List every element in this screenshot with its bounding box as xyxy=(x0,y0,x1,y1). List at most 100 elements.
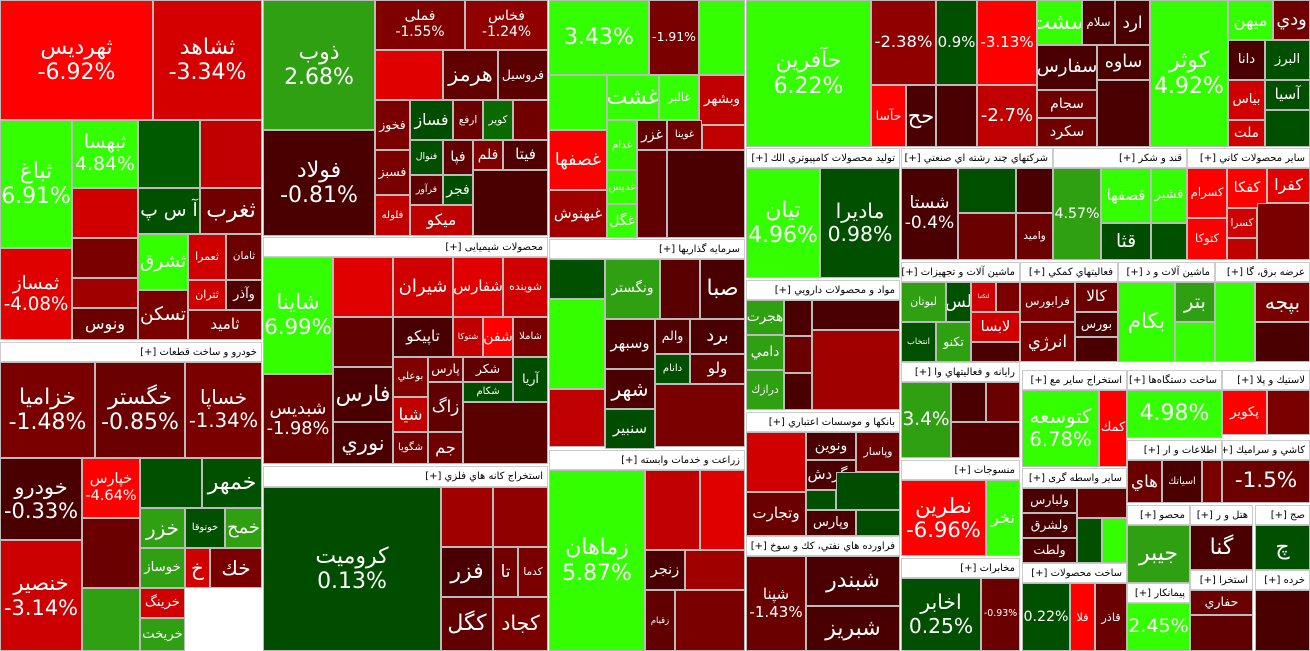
tile[interactable] xyxy=(675,590,745,651)
tile[interactable]: خك xyxy=(210,548,262,588)
tile[interactable]: انتخاب xyxy=(901,322,936,362)
tile[interactable] xyxy=(549,75,607,130)
tile[interactable] xyxy=(699,0,745,75)
tile[interactable] xyxy=(660,259,700,319)
tile[interactable]: خ xyxy=(185,548,210,588)
tile[interactable] xyxy=(1102,518,1127,563)
tile[interactable] xyxy=(655,384,745,447)
tile[interactable]: شوينده xyxy=(503,257,548,317)
tile[interactable] xyxy=(1016,168,1053,213)
tile[interactable]: كوير xyxy=(483,100,513,140)
tile[interactable]: سشت xyxy=(1037,0,1082,45)
tile[interactable] xyxy=(1255,590,1310,651)
tile[interactable]: ولو xyxy=(690,354,745,384)
tile[interactable]: 3.4% xyxy=(901,382,951,458)
tile[interactable]: پارس xyxy=(428,357,463,382)
sector-header[interactable]: ماشين آلات و د [+] xyxy=(1118,262,1215,282)
tile[interactable]: شستا -0.4% xyxy=(901,168,958,260)
tile[interactable]: نوري xyxy=(333,422,393,464)
tile[interactable] xyxy=(1255,322,1310,362)
sector-header[interactable]: هتل و ر [+] xyxy=(1190,505,1253,525)
tile[interactable]: غوينا xyxy=(667,120,702,150)
tile[interactable]: فخوز xyxy=(375,100,410,150)
sector-header[interactable]: استخراج ساير مع [+] xyxy=(1022,370,1127,390)
sector-header[interactable]: عرضه برق، گا [+] xyxy=(1215,262,1310,282)
tile[interactable]: ارد xyxy=(1115,0,1150,45)
tile[interactable]: سلام xyxy=(1082,0,1115,45)
tile[interactable]: جم xyxy=(428,432,463,464)
tile[interactable]: نخر xyxy=(986,480,1020,556)
tile[interactable]: سكرد xyxy=(1037,118,1097,147)
tile[interactable] xyxy=(746,432,806,492)
tile[interactable] xyxy=(549,259,605,299)
tile[interactable] xyxy=(951,382,986,422)
tile[interactable]: 2.45% xyxy=(1127,603,1190,651)
tile[interactable]: فرابورس xyxy=(1020,282,1075,322)
tile[interactable]: تاپيكو xyxy=(393,317,453,357)
tile[interactable]: شهر xyxy=(605,369,655,409)
tile[interactable]: كالا xyxy=(1075,282,1118,312)
tile[interactable]: ثبهسا 4.84% xyxy=(72,120,138,188)
tile[interactable]: ثعمرا xyxy=(188,234,226,280)
tile[interactable] xyxy=(140,458,202,508)
tile[interactable]: -1.5% xyxy=(1222,460,1310,503)
sector-header[interactable]: اطلاعات و ار [+] xyxy=(1127,440,1222,460)
tile[interactable]: كفرا xyxy=(1267,168,1310,203)
tile[interactable]: بورس xyxy=(1075,312,1118,337)
tile[interactable]: تكنو xyxy=(936,322,971,362)
tile[interactable]: تسكن xyxy=(138,290,188,340)
tile[interactable]: كتوسعه 6.78% xyxy=(1022,390,1099,467)
tile[interactable]: لبوتان xyxy=(901,282,946,322)
tile[interactable] xyxy=(72,188,138,238)
tile[interactable]: ثباغ 6.91% xyxy=(0,120,72,248)
tile[interactable]: ثمساز -4.08% xyxy=(0,248,72,340)
tile[interactable]: ثغرب xyxy=(200,188,262,234)
tile[interactable] xyxy=(82,588,140,651)
tile[interactable]: زماهان 5.87% xyxy=(549,470,645,651)
sector-header[interactable]: شركتهاي چند رشته اي صنعتي [+] xyxy=(901,148,1053,168)
tile[interactable]: شتوکا xyxy=(453,317,483,357)
tile[interactable]: بپجه xyxy=(1255,282,1310,322)
tile[interactable]: فخاس -1.24% xyxy=(465,0,548,50)
tile[interactable]: غصفها xyxy=(549,130,607,190)
tile[interactable]: 0.22% xyxy=(1022,583,1070,651)
tile[interactable]: قاذر xyxy=(1095,583,1127,651)
tile[interactable]: خوتوقا xyxy=(185,508,225,548)
tile[interactable]: ملت xyxy=(1228,120,1265,147)
tile[interactable] xyxy=(200,120,262,188)
tile[interactable] xyxy=(936,85,977,147)
tile[interactable]: زنجر xyxy=(645,550,685,590)
tile[interactable]: زاگ xyxy=(428,382,463,432)
sector-header[interactable]: محصولات شیمیایی [+] xyxy=(263,237,548,257)
tile[interactable]: وتجارت xyxy=(746,492,806,536)
tile[interactable] xyxy=(1175,322,1215,362)
tile[interactable] xyxy=(72,278,138,308)
tile[interactable] xyxy=(138,120,200,188)
tile[interactable]: 3.43% xyxy=(549,0,649,75)
tile[interactable]: فارس xyxy=(333,367,393,422)
tile[interactable]: حفاري xyxy=(1190,590,1253,615)
tile[interactable]: فزر xyxy=(441,547,493,597)
tile[interactable]: ثامید xyxy=(188,310,262,340)
tile[interactable]: كمك xyxy=(1099,390,1127,467)
tile[interactable]: آريا xyxy=(513,357,548,402)
tile[interactable]: آسيا xyxy=(1265,80,1310,110)
tile[interactable] xyxy=(645,470,700,550)
sector-header[interactable]: سرمایه گذاریها [+] xyxy=(549,239,745,259)
tile[interactable]: برد xyxy=(690,319,745,354)
tile[interactable]: واميد xyxy=(1016,213,1053,260)
tile[interactable] xyxy=(82,518,140,588)
tile[interactable]: ونوس xyxy=(72,308,138,340)
tile[interactable] xyxy=(549,389,605,447)
tile[interactable]: كسرا xyxy=(1227,208,1257,238)
tile[interactable]: البرز xyxy=(1265,40,1310,80)
tile[interactable] xyxy=(806,490,836,510)
tile[interactable] xyxy=(1265,110,1310,147)
sector-header[interactable]: ساير واسطه گرى [+] xyxy=(1022,468,1127,488)
tile[interactable]: پكوير xyxy=(1222,390,1267,435)
tile[interactable]: فپا xyxy=(443,140,473,175)
sector-header[interactable]: ساير محصولات كاني [+] xyxy=(1187,148,1310,168)
tile[interactable] xyxy=(702,125,745,150)
tile[interactable]: لابسا xyxy=(971,312,1020,342)
tile[interactable]: شفارس xyxy=(453,257,503,317)
